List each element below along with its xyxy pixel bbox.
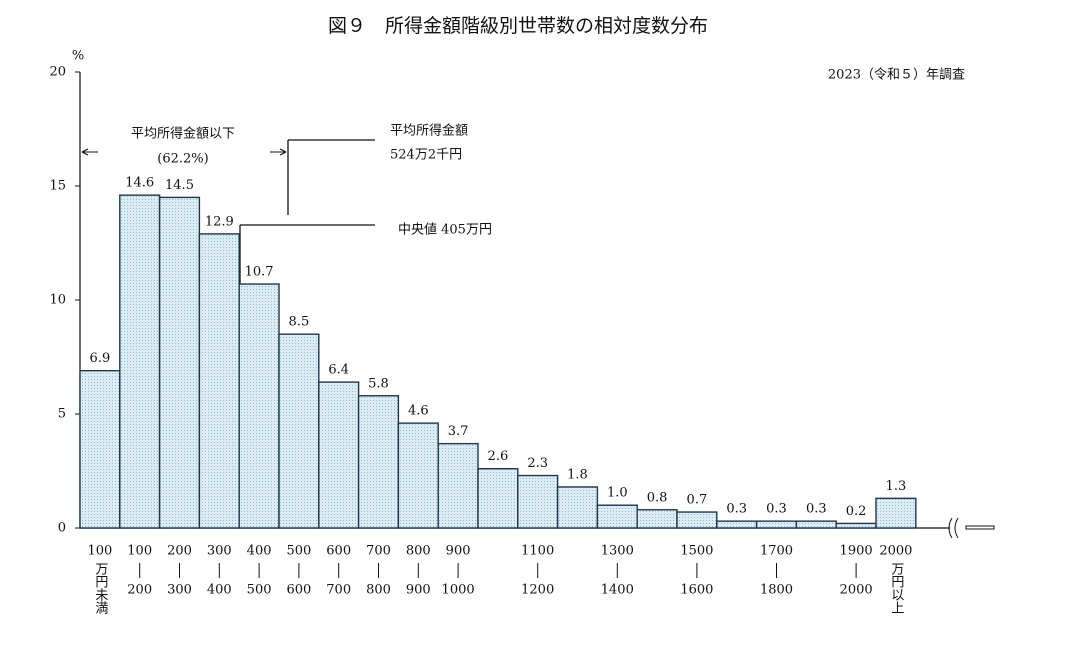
- value-label: 0.8: [647, 490, 668, 505]
- bar: [676, 511, 718, 529]
- x-tick-label: 2000: [879, 544, 912, 559]
- x-tick-label: 700: [326, 583, 351, 598]
- bar: [795, 520, 837, 529]
- value-label: 1.3: [886, 479, 907, 494]
- bar: [357, 395, 400, 529]
- x-tick-label: 300: [167, 583, 192, 598]
- value-label: 0.3: [766, 502, 787, 517]
- x-tick-label: 200: [167, 544, 192, 559]
- bar: [755, 520, 798, 529]
- bar: [556, 486, 599, 529]
- value-label: 5.8: [368, 376, 389, 391]
- bar: [835, 522, 877, 529]
- value-label: 4.6: [408, 404, 429, 419]
- bar: [119, 194, 161, 529]
- value-label: 8.5: [289, 315, 310, 330]
- y-tick-label: 0: [58, 521, 66, 536]
- x-tick-label: 100: [87, 544, 112, 559]
- value-label: 12.9: [205, 214, 234, 229]
- x-tick-label: 1800: [760, 583, 793, 598]
- bar: [716, 520, 758, 529]
- annotation: 平均所得金額以下: [131, 126, 235, 142]
- axis-break: [948, 517, 959, 539]
- value-label: 14.6: [125, 176, 154, 191]
- value-label: 1.0: [607, 486, 628, 501]
- value-label: 10.7: [245, 265, 274, 280]
- value-label: 1.8: [567, 467, 588, 482]
- bar: [596, 504, 638, 529]
- value-label: 0.7: [687, 493, 708, 508]
- value-label: 0.3: [806, 502, 827, 517]
- bar: [397, 422, 439, 529]
- bar: [875, 497, 917, 529]
- value-label: 2.6: [488, 449, 509, 464]
- x-tick-label: 1900: [840, 544, 873, 559]
- y-tick-label: 10: [49, 293, 66, 308]
- value-label: 0.3: [726, 502, 747, 517]
- value-label: 6.9: [90, 351, 111, 366]
- x-tick-label: 400: [247, 544, 272, 559]
- bar: [517, 474, 559, 529]
- bar: [318, 381, 360, 529]
- bar: [238, 283, 280, 529]
- y-tick-label: 15: [49, 179, 66, 194]
- value-label: 0.2: [846, 504, 867, 519]
- x-tick-label: 600: [286, 583, 311, 598]
- value-label: 2.3: [527, 456, 548, 471]
- x-tick-label: 800: [366, 583, 391, 598]
- bar: [278, 333, 320, 529]
- subtitle: 2023（令和５）年調査: [828, 68, 965, 83]
- x-tick-label: 300: [207, 544, 232, 559]
- y-tick-label: 20: [49, 65, 66, 80]
- bar: [198, 233, 240, 529]
- bar: [437, 442, 479, 529]
- arrow: [279, 148, 287, 156]
- arrow: [81, 148, 89, 156]
- annotation: 平均所得金額: [390, 123, 468, 139]
- x-tick-label: 1200: [521, 583, 554, 598]
- x-tick-label: 900: [406, 583, 431, 598]
- axis-tail: [965, 525, 995, 530]
- x-tick-label: 700: [366, 544, 391, 559]
- x-tick-label: 1400: [601, 583, 634, 598]
- x-tick-label: 2000: [840, 583, 873, 598]
- value-label: 6.4: [328, 363, 349, 378]
- bar: [477, 468, 519, 529]
- x-tick-label: 100: [127, 544, 152, 559]
- annotation: 524万2千円: [390, 148, 462, 163]
- x-tick-label: 1500: [680, 544, 713, 559]
- y-tick-label: 5: [58, 407, 66, 422]
- x-tick-label: 600: [326, 544, 351, 559]
- x-tick-label: 1100: [521, 544, 554, 559]
- x-tick-label: 500: [286, 544, 311, 559]
- x-tick-label: 1600: [680, 583, 713, 598]
- x-tick-label: 万円以上: [888, 562, 904, 614]
- bar: [79, 369, 121, 529]
- annotation: (62.2%): [157, 152, 208, 167]
- value-label: 3.7: [448, 424, 469, 439]
- x-tick-label: 200: [127, 583, 152, 598]
- x-tick-label: 500: [247, 583, 272, 598]
- value-label: 14.5: [165, 178, 194, 193]
- x-tick-label: 1700: [760, 544, 793, 559]
- bar: [158, 196, 201, 529]
- x-tick-label: 万円未満: [92, 562, 108, 614]
- x-tick-label: 400: [207, 583, 232, 598]
- x-tick-label: 1300: [601, 544, 634, 559]
- bar: [636, 509, 678, 529]
- x-tick-label: 900: [446, 544, 471, 559]
- chart-title: 図９ 所得金額階級別世帯数の相対度数分布: [328, 15, 708, 37]
- annotation: 中央値 405万円: [398, 222, 492, 238]
- x-tick-label: 800: [406, 544, 431, 559]
- y-axis-label: %: [72, 49, 84, 64]
- x-tick-label: 1000: [442, 583, 475, 598]
